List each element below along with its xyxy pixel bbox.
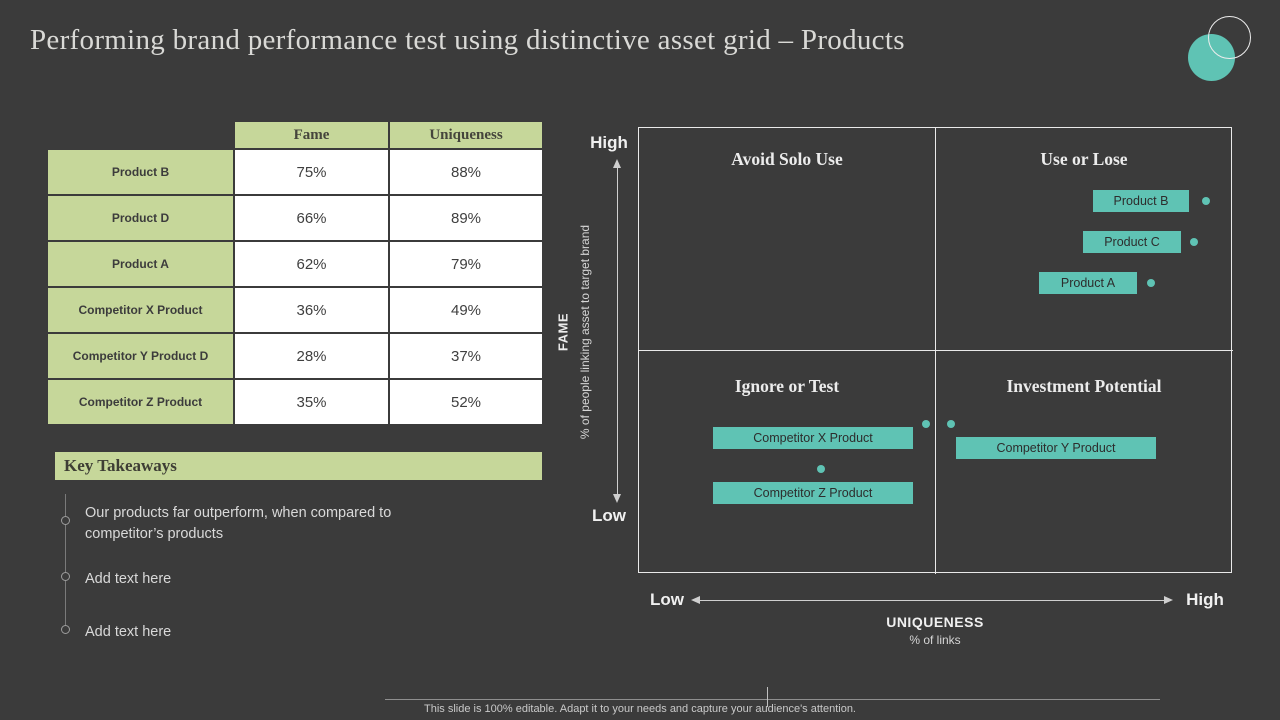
x-axis-subtitle: % of links	[909, 633, 961, 647]
table-header-spacer	[48, 122, 233, 148]
bullet-dot	[61, 516, 70, 525]
table-row: Product A 62% 79%	[48, 242, 542, 286]
y-axis-subtitle: % of people linking asset to target bran…	[578, 224, 592, 440]
footer-divider-line	[385, 699, 1160, 700]
key-takeaway-item: Add text here	[85, 571, 172, 587]
table-row: Product B 75% 88%	[48, 150, 542, 194]
data-point-label: Product B	[1093, 190, 1189, 212]
table-row: Competitor X Product 36% 49%	[48, 288, 542, 332]
table-cell-uniqueness: 37%	[390, 334, 542, 378]
table-cell-uniqueness: 79%	[390, 242, 542, 286]
table-cell-fame: 62%	[235, 242, 388, 286]
x-axis-arrow-right-icon	[1164, 596, 1173, 604]
quadrant-horizontal-divider	[639, 350, 1233, 351]
decorative-circle-outline	[1208, 16, 1251, 59]
footer-note: This slide is 100% editable. Adapt it to…	[424, 703, 856, 715]
data-point-label: Product A	[1039, 272, 1137, 294]
data-point-dot	[1147, 279, 1155, 287]
table-cell-fame: 28%	[235, 334, 388, 378]
x-axis-title: UNIQUENESS	[886, 614, 984, 630]
table-cell-uniqueness: 49%	[390, 288, 542, 332]
table-cell-uniqueness: 52%	[390, 380, 542, 424]
key-takeaway-item: Our products far outperform, when compar…	[85, 505, 392, 543]
table-cell-fame: 35%	[235, 380, 388, 424]
x-axis-arrow-left-icon	[691, 596, 700, 604]
table-row-label: Competitor X Product	[48, 288, 233, 332]
table-row-label: Competitor Y Product D	[48, 334, 233, 378]
data-point-label: Competitor Z Product	[713, 482, 913, 504]
key-takeaway-item: Add text here	[85, 624, 172, 640]
key-takeaways-header: Key Takeaways	[55, 452, 542, 480]
bullet-dot	[61, 625, 70, 634]
table-header-row: Fame Uniqueness	[48, 122, 542, 148]
data-point-dot	[817, 465, 825, 473]
table-cell-uniqueness: 89%	[390, 196, 542, 240]
table-row-label: Competitor Z Product	[48, 380, 233, 424]
table-row: Competitor Y Product D 28% 37%	[48, 334, 542, 378]
data-point-dot	[947, 420, 955, 428]
page-title: Performing brand performance test using …	[30, 24, 905, 56]
data-point-dot	[922, 420, 930, 428]
quadrant-chart: Avoid Solo Use Use or Lose Ignore or Tes…	[638, 127, 1233, 574]
key-takeaways-connector-line	[65, 494, 66, 630]
y-axis-arrow-up-icon	[613, 159, 621, 168]
data-point-label: Competitor Y Product	[956, 437, 1156, 459]
y-axis-max-label: High	[590, 133, 628, 152]
x-axis-line	[700, 600, 1164, 601]
data-point-dot	[1190, 238, 1198, 246]
table-cell-fame: 36%	[235, 288, 388, 332]
table-row: Competitor Z Product 35% 52%	[48, 380, 542, 424]
y-axis-arrow-down-icon	[613, 494, 621, 503]
quadrant-title-top-right: Use or Lose	[1040, 149, 1128, 169]
table-row-label: Product D	[48, 196, 233, 240]
table-cell-uniqueness: 88%	[390, 150, 542, 194]
quadrant-title-bottom-right: Investment Potential	[1006, 376, 1162, 396]
quadrant-title-bottom-left: Ignore or Test	[734, 376, 840, 396]
y-axis-min-label: Low	[592, 506, 626, 525]
table-row-label: Product A	[48, 242, 233, 286]
quadrant-title-top-left: Avoid Solo Use	[731, 149, 843, 169]
bullet-dot	[61, 572, 70, 581]
x-axis-max-label: High	[1186, 590, 1224, 609]
data-table: Fame Uniqueness Product B 75% 88% Produc…	[48, 122, 542, 426]
data-point-label: Competitor X Product	[713, 427, 913, 449]
data-point-dot	[1202, 197, 1210, 205]
table-cell-fame: 66%	[235, 196, 388, 240]
y-axis-title: FAME	[555, 312, 571, 352]
table-header-uniqueness: Uniqueness	[390, 122, 542, 148]
data-point-label: Product C	[1083, 231, 1181, 253]
x-axis-min-label: Low	[650, 590, 684, 609]
table-header-fame: Fame	[235, 122, 388, 148]
table-row: Product D 66% 89%	[48, 196, 542, 240]
table-row-label: Product B	[48, 150, 233, 194]
y-axis-line	[617, 167, 618, 495]
footer-tick-mark	[767, 687, 768, 707]
table-cell-fame: 75%	[235, 150, 388, 194]
quadrant-vertical-divider	[935, 128, 936, 574]
